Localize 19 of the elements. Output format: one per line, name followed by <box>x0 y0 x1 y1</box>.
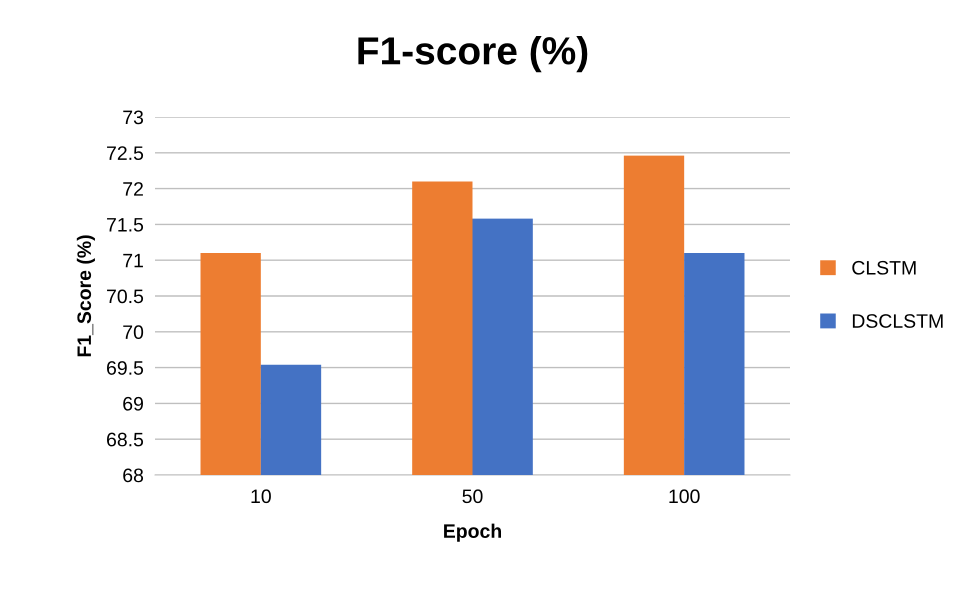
y-tick-label: 72 <box>123 182 143 196</box>
y-tick-label: 68.5 <box>107 432 144 446</box>
y-axis-title: F1_Score (%) <box>76 235 95 356</box>
x-axis-title: Epoch <box>444 524 502 542</box>
legend-label: DSCLSTM <box>852 314 943 328</box>
y-tick-label: 68 <box>123 468 144 482</box>
y-tick-label: 70 <box>123 325 144 340</box>
chart-title: F1-score (%) <box>358 36 588 72</box>
x-tick-label: 50 <box>462 489 483 504</box>
y-tick-label: 70.5 <box>107 289 144 304</box>
x-tick-label: 100 <box>669 489 700 504</box>
legend-label: CLSTM <box>852 260 916 275</box>
y-tick-label: 71 <box>123 254 143 268</box>
y-tick-label: 71.5 <box>107 218 144 232</box>
y-tick-label: 72.5 <box>107 146 144 160</box>
y-tick-label: 69 <box>123 396 143 411</box>
y-tick-label: 73 <box>123 110 144 124</box>
x-tick-label: 10 <box>252 489 271 504</box>
y-tick-label: 69.5 <box>107 361 144 375</box>
